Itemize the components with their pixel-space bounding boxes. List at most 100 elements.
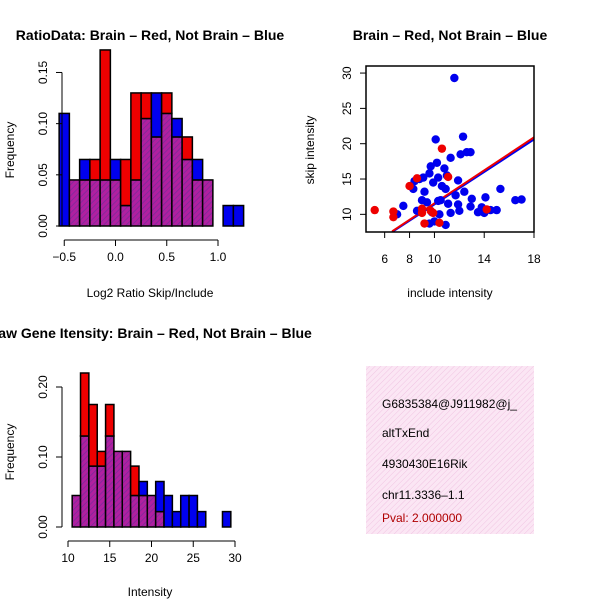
ratio-histogram-y-tick-label: 0.05 bbox=[36, 163, 50, 187]
info-location: chr11.3336–1.1 bbox=[382, 488, 465, 502]
scatter-x-tick-label: 6 bbox=[381, 252, 388, 266]
scatter-point-not-brain bbox=[440, 164, 449, 173]
scatter-x-tick-label: 14 bbox=[478, 252, 492, 266]
ratio-histogram-overlap-bar bbox=[201, 179, 214, 227]
scatter-point-not-brain bbox=[443, 199, 453, 208]
intensity-histogram-overlap-bar bbox=[146, 494, 157, 528]
ratio-histogram-overlap-bar bbox=[99, 179, 112, 227]
ratio-histogram-brain-bar bbox=[140, 92, 153, 120]
scatter-point-not-brain bbox=[425, 169, 434, 178]
ratio-histogram-overlap-bar bbox=[78, 179, 91, 227]
scatter-point-not-brain bbox=[420, 187, 429, 196]
intensity-histogram-y-tick-label: 0.10 bbox=[36, 445, 50, 469]
ratio-histogram-x-tick-label: 0.0 bbox=[107, 250, 124, 264]
ratio-histogram-ylabel: Frequency bbox=[3, 122, 17, 179]
scatter-point-brain bbox=[417, 208, 427, 218]
ratio-histogram-overlap-bar bbox=[150, 136, 163, 227]
scatter-point-brain bbox=[420, 219, 429, 228]
scatter-y-tick-label: 20 bbox=[340, 137, 354, 151]
scatter-point-not-brain bbox=[517, 195, 526, 204]
ratio-histogram-overlap-bar bbox=[160, 112, 173, 227]
ratio-histogram-y-tick-label: 0.10 bbox=[36, 112, 50, 136]
scatter-points bbox=[370, 73, 526, 230]
ratio-histogram-not-brain-bar bbox=[222, 204, 235, 227]
ratio-histogram-bars bbox=[58, 49, 245, 227]
scatter-point-not-brain bbox=[399, 201, 408, 211]
intensity-histogram-panel: Raw Gene Itensity: Brain – Red, Not Brai… bbox=[0, 325, 312, 599]
scatter-point-brain bbox=[389, 212, 398, 222]
intensity-histogram-overlap-bar bbox=[129, 494, 140, 528]
scatter-point-not-brain bbox=[446, 208, 455, 218]
ratio-histogram-axes: −0.5 0.0 0.5 1.0 0.00 0.05 0.10 0.15 bbox=[36, 60, 227, 264]
scatter-point-not-brain bbox=[458, 132, 468, 141]
scatter-point-brain bbox=[412, 174, 422, 183]
ratio-histogram-x-tick-label: 0.5 bbox=[158, 250, 175, 264]
scatter-point-not-brain bbox=[419, 173, 428, 182]
scatter-point-not-brain bbox=[511, 196, 520, 205]
scatter-point-not-brain bbox=[453, 176, 463, 185]
ratio-histogram-overlap-bar bbox=[140, 117, 153, 227]
intensity-histogram-overlap-bar bbox=[121, 450, 132, 528]
scatter-point-not-brain bbox=[473, 208, 483, 217]
ratio-histogram-overlap-bar bbox=[109, 179, 122, 227]
scatter-point-not-brain bbox=[453, 200, 463, 209]
intensity-histogram-brain-bar bbox=[96, 450, 107, 467]
intensity-histogram-axes: 10 15 20 25 30 0.00 0.10 0.20 bbox=[36, 375, 242, 565]
scatter-x-tick-label: 18 bbox=[527, 252, 541, 266]
scatter-point-not-brain bbox=[422, 198, 432, 207]
scatter-point-not-brain bbox=[481, 193, 490, 202]
info-gene: 4930430E16Rik bbox=[382, 457, 468, 471]
scatter-point-not-brain bbox=[496, 184, 505, 194]
intensity-histogram-not-brain-bar bbox=[163, 494, 174, 528]
scatter-x-tick-label: 8 bbox=[406, 252, 413, 266]
ratio-histogram-panel: RatioData: Brain – Red, Not Brain – Blue… bbox=[3, 27, 284, 300]
scatter-point-not-brain bbox=[441, 184, 450, 194]
intensity-histogram-title: Raw Gene Itensity: Brain – Red, Not Brai… bbox=[0, 325, 312, 341]
scatter-ylabel: skip intensity bbox=[303, 116, 317, 185]
ratio-histogram-not-brain-bar bbox=[171, 117, 183, 138]
scatter-x-tick-label: 10 bbox=[428, 252, 442, 266]
intensity-histogram-not-brain-bar bbox=[138, 480, 149, 497]
intensity-histogram-brain-bar bbox=[79, 372, 90, 437]
intensity-histogram-xlabel: Intensity bbox=[128, 585, 173, 599]
scatter-y-tick-label: 10 bbox=[340, 207, 354, 221]
intensity-histogram-y-tick-label: 0.20 bbox=[36, 375, 50, 399]
ratio-histogram-overlap-bar bbox=[119, 204, 132, 227]
intensity-histogram-overlap-bar bbox=[88, 465, 98, 528]
intensity-histogram-bars bbox=[71, 372, 232, 528]
intensity-histogram-not-brain-bar bbox=[196, 510, 207, 528]
ratio-histogram-not-brain-bar bbox=[232, 204, 245, 227]
ratio-histogram-overlap-bar bbox=[181, 158, 194, 227]
scatter-trend-line bbox=[391, 136, 534, 232]
intensity-histogram-brain-bar bbox=[129, 465, 140, 497]
info-pval: Pval: 2.000000 bbox=[382, 511, 462, 525]
ratio-histogram-not-brain-bar bbox=[191, 158, 204, 181]
ratio-histogram-not-brain-bar bbox=[78, 158, 91, 181]
ratio-histogram-x-tick-label: −0.5 bbox=[52, 250, 76, 264]
scatter-y-tick-label: 15 bbox=[340, 172, 354, 186]
scatter-point-brain bbox=[370, 205, 379, 215]
ratio-histogram-overlap-bar bbox=[130, 179, 142, 227]
scatter-point-not-brain bbox=[466, 147, 475, 157]
ratio-histogram-overlap-bar bbox=[191, 179, 204, 227]
ratio-histogram-x-tick-label: 1.0 bbox=[210, 250, 227, 264]
scatter-xlabel: include intensity bbox=[407, 286, 492, 300]
scatter-point-not-brain bbox=[431, 135, 440, 144]
intensity-histogram-x-tick-label: 30 bbox=[228, 551, 242, 565]
scatter-plot-frame bbox=[365, 65, 535, 233]
intensity-histogram-x-tick-label: 20 bbox=[145, 551, 159, 565]
intensity-histogram-y-tick-label: 0.00 bbox=[36, 515, 50, 539]
ratio-histogram-not-brain-bar bbox=[150, 92, 163, 138]
ratio-histogram-overlap-bar bbox=[89, 179, 101, 227]
scatter-point-not-brain bbox=[446, 153, 455, 163]
scatter-y-tick-label: 30 bbox=[340, 66, 354, 80]
intensity-histogram-overlap-bar bbox=[71, 494, 82, 528]
intensity-histogram-not-brain-bar bbox=[221, 510, 232, 528]
scatter-point-not-brain bbox=[467, 194, 476, 203]
scatter-point-brain bbox=[405, 181, 414, 191]
intensity-histogram-brain-bar bbox=[104, 403, 115, 437]
scatter-panel: Brain – Red, Not Brain – Blue 6 8 10 14 18 10… bbox=[303, 27, 547, 300]
intensity-histogram-x-tick-label: 15 bbox=[103, 551, 117, 565]
intensity-histogram-x-tick-label: 10 bbox=[61, 551, 75, 565]
